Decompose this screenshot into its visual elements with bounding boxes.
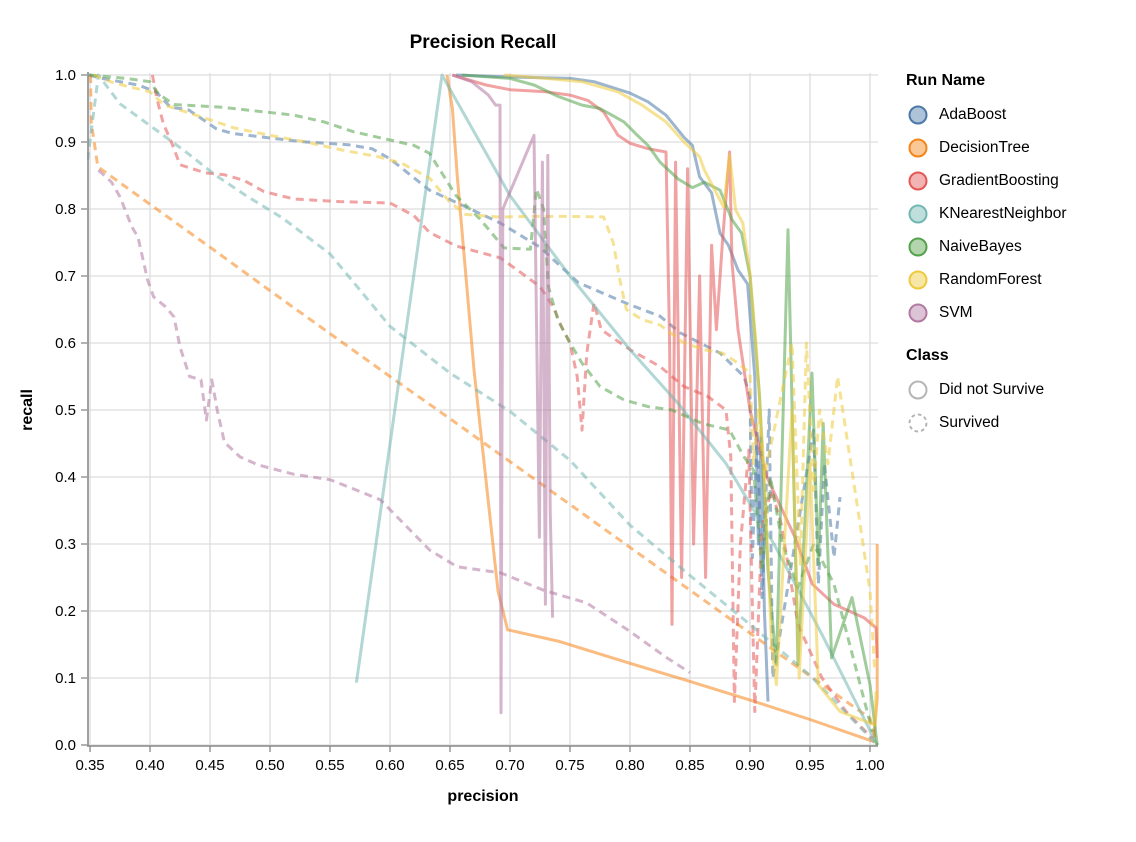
x-tick-label: 0.60 [375,757,404,774]
legend-swatch-svm-icon [908,303,928,322]
y-tick-label: 0.2 [55,603,76,620]
x-tick-label: 0.45 [195,757,224,774]
legend-class-items: Did not Survive Survived [906,373,1132,439]
line-naivebayes-did-not-survive [461,73,879,746]
x-tick-label: 0.70 [495,757,524,774]
legend-item-randomforest[interactable]: RandomForest [906,263,1132,296]
x-tick-label: 1.00 [855,757,884,774]
legend-swatch-naivebayes-icon [908,237,928,256]
line-svm-did-not-survive [451,73,555,715]
line-decisiontree-survived [89,74,879,746]
x-tick-label: 0.85 [675,757,704,774]
legend-item-label: SVM [939,303,973,321]
x-tick-label: 0.50 [255,757,284,774]
line-randomforest-did-not-survive [503,73,878,727]
legend-item-svm[interactable]: SVM [906,296,1132,329]
chart-legend: Run Name AdaBoost DecisionTree GradientBoo… [906,70,1132,439]
legend-item-label: RandomForest [939,270,1042,288]
legend-swatch-gradientboosting-icon [908,171,928,190]
legend-item-label: NaiveBayes [939,237,1022,255]
legend-item-label: GradientBoosting [939,171,1059,189]
legend-item-adaboost[interactable]: AdaBoost [906,98,1132,131]
legend-run-items: AdaBoost DecisionTree GradientBoosting KNea… [906,98,1132,329]
y-tick-label: 0.7 [55,268,76,285]
axes: 0.35 0.40 0.45 0.50 0.55 0.60 0.65 0.70 0.75 0.80… [55,67,884,774]
y-axis-title: recall [19,389,36,431]
line-gradientboosting-survived [150,74,874,740]
legend-run-name-title: Run Name [906,72,986,89]
legend-swatch-randomforest-icon [908,270,928,289]
y-tick-label: 0.9 [55,134,76,151]
x-tick-label: 0.95 [795,757,824,774]
legend-item-decisiontree[interactable]: DecisionTree [906,131,1132,164]
legend-item-naivebayes[interactable]: NaiveBayes [906,230,1132,263]
x-tick-label: 0.75 [555,757,584,774]
x-tick-label: 0.80 [615,757,644,774]
y-tick-label: 0.1 [55,670,76,687]
legend-swatch-dashed-circle-icon [908,413,928,432]
legend-item-label: Did not Survive [939,380,1045,398]
x-axis-title: precision [447,788,518,805]
y-tick-label: 0.5 [55,402,76,419]
x-tick-label: 0.35 [75,757,104,774]
legend-item-knearestneighbor[interactable]: KNearestNeighbor [906,197,1132,230]
legend-item-label: AdaBoost [939,105,1007,123]
x-tick-label: 0.55 [315,757,344,774]
legend-item-label: KNearestNeighbor [939,204,1067,222]
line-svm-survived [97,168,691,674]
legend-swatch-knearestneighbor-icon [908,204,928,223]
legend-item-survived[interactable]: Survived [906,406,1132,439]
y-tick-label: 0.0 [55,737,76,754]
line-decisiontree-did-not-survive [445,74,879,744]
line-randomforest-survived [93,73,877,672]
x-tick-label: 0.65 [435,757,464,774]
line-adaboost-survived [88,73,842,680]
y-tick-label: 0.3 [55,536,76,553]
legend-item-label: Survived [939,413,1000,431]
legend-swatch-adaboost-icon [908,105,928,124]
x-tick-label: 0.40 [135,757,164,774]
legend-item-label: DecisionTree [939,138,1030,156]
legend-class-title: Class [906,347,949,364]
legend-swatch-solid-circle-icon [908,380,928,399]
y-tick-label: 0.8 [55,201,76,218]
series-lines [87,73,879,747]
y-tick-label: 0.6 [55,335,76,352]
x-tick-label: 0.90 [735,757,764,774]
y-tick-label: 0.4 [55,469,76,486]
legend-item-did-not-survive[interactable]: Did not Survive [906,373,1132,406]
legend-item-gradientboosting[interactable]: GradientBoosting [906,164,1132,197]
line-knearestneighbor-survived [87,73,879,747]
chart-title: Precision Recall [410,32,557,53]
y-tick-label: 1.0 [55,67,76,84]
legend-swatch-decisiontree-icon [908,138,928,157]
